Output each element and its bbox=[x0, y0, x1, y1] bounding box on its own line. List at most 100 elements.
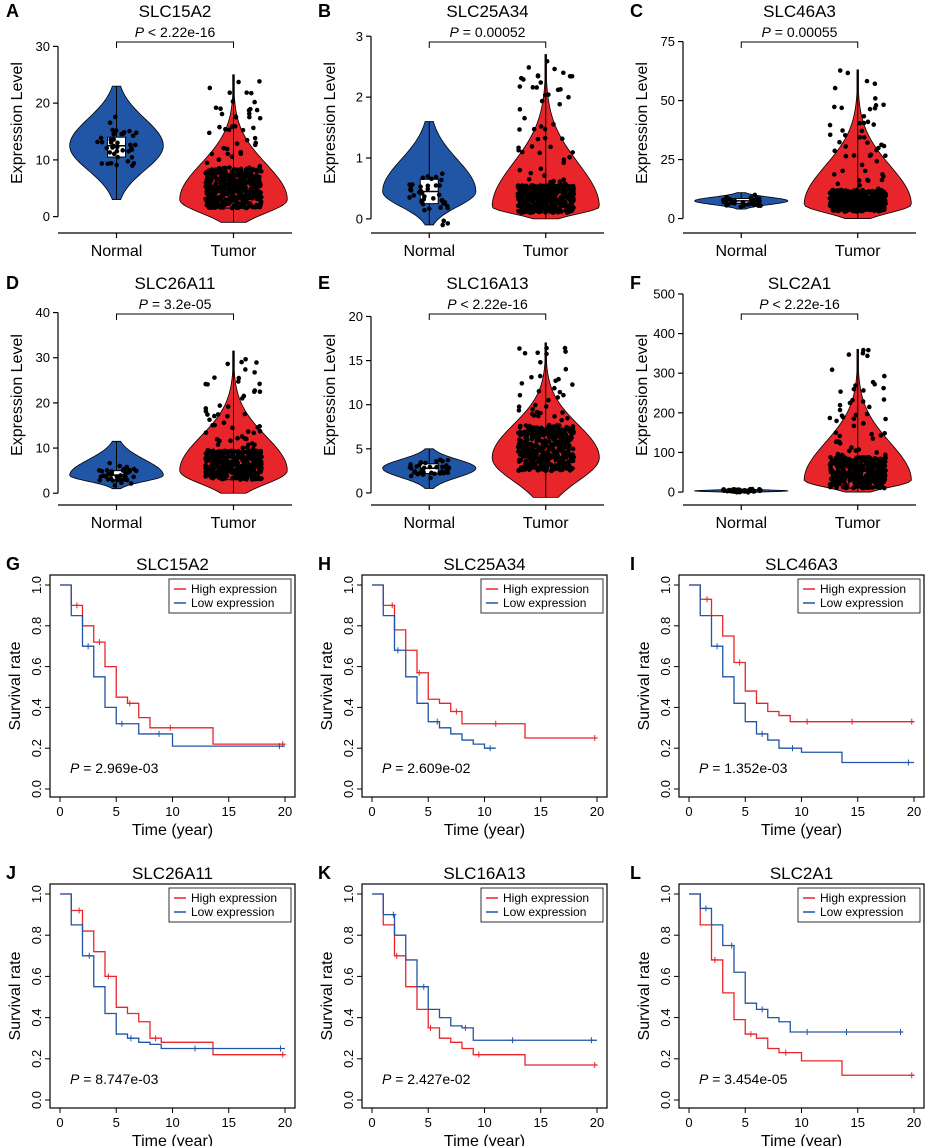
data-point bbox=[250, 462, 256, 468]
x-tick-label: Tumor bbox=[211, 243, 257, 260]
p-value-label: P = 2.969e-03 bbox=[70, 760, 159, 776]
y-tick-label: 0.0 bbox=[341, 1091, 356, 1109]
legend-label-high: High expression bbox=[820, 582, 906, 596]
data-point bbox=[246, 455, 251, 460]
data-point bbox=[533, 448, 539, 454]
data-point bbox=[436, 192, 442, 198]
data-point bbox=[558, 87, 563, 92]
data-point bbox=[544, 453, 549, 459]
data-point bbox=[570, 150, 576, 155]
data-point bbox=[203, 463, 208, 468]
data-point bbox=[556, 459, 562, 465]
data-point bbox=[846, 448, 852, 454]
data-point bbox=[534, 205, 540, 210]
data-point bbox=[555, 395, 561, 400]
data-point bbox=[239, 455, 244, 461]
x-tick-label: 15 bbox=[222, 804, 236, 819]
data-point bbox=[536, 388, 542, 394]
data-point bbox=[223, 126, 228, 132]
data-point bbox=[131, 474, 136, 480]
data-point bbox=[209, 174, 214, 179]
data-point bbox=[883, 416, 888, 422]
data-point bbox=[229, 154, 235, 159]
data-point bbox=[567, 154, 572, 160]
data-point bbox=[114, 162, 119, 168]
data-point bbox=[108, 137, 114, 142]
data-point bbox=[418, 460, 424, 465]
censor-mark bbox=[804, 1029, 811, 1036]
data-point bbox=[243, 185, 248, 190]
p-value-label: P = 2.427e-02 bbox=[382, 1071, 471, 1087]
data-point bbox=[549, 465, 555, 471]
data-point bbox=[539, 425, 544, 431]
data-point bbox=[127, 128, 132, 134]
data-point bbox=[536, 186, 542, 192]
data-point bbox=[224, 146, 230, 152]
data-point bbox=[881, 397, 887, 402]
data-point bbox=[522, 350, 528, 356]
y-tick-label: 0.4 bbox=[658, 698, 673, 716]
data-point bbox=[851, 416, 857, 421]
legend-label-high: High expression bbox=[191, 891, 277, 905]
data-point bbox=[842, 459, 848, 465]
km-curve-low bbox=[60, 893, 285, 1050]
data-point bbox=[545, 184, 551, 189]
panel-title: SLC25A34 bbox=[443, 555, 525, 574]
data-point bbox=[230, 190, 235, 196]
panel-k: K SLC16A13 0.0 0.2 0.4 0.6 0.8 1.0 Survival rate… bbox=[318, 863, 608, 1146]
data-point bbox=[561, 392, 566, 398]
data-point bbox=[258, 190, 264, 195]
legend-label-low: Low expression bbox=[820, 596, 903, 610]
data-point bbox=[568, 458, 574, 464]
y-tick-label: 1 bbox=[356, 151, 363, 166]
panel-label: G bbox=[6, 554, 20, 574]
data-point bbox=[234, 189, 240, 194]
censor-mark bbox=[591, 1061, 598, 1068]
data-point bbox=[550, 430, 555, 436]
data-point bbox=[244, 167, 249, 173]
data-point bbox=[528, 465, 534, 471]
panel-d: D SLC26A11 0 10 20 30 40 Expression Level Normal… bbox=[6, 273, 292, 532]
data-point bbox=[524, 183, 529, 189]
data-point bbox=[529, 374, 534, 380]
data-point bbox=[543, 404, 549, 409]
data-point bbox=[860, 467, 866, 473]
data-point bbox=[878, 206, 883, 212]
data-point bbox=[517, 107, 523, 112]
y-tick-label: 15 bbox=[349, 353, 363, 368]
y-tick-label: 3 bbox=[356, 29, 363, 44]
data-point bbox=[232, 124, 238, 129]
data-point bbox=[111, 151, 117, 157]
y-tick-label: 25 bbox=[661, 152, 675, 167]
y-tick-label: 1.0 bbox=[658, 885, 673, 903]
censor-mark bbox=[390, 911, 397, 918]
x-tick-label: 5 bbox=[113, 804, 120, 819]
data-point bbox=[214, 169, 219, 174]
data-point bbox=[751, 198, 757, 204]
data-point bbox=[216, 468, 221, 474]
censor-mark bbox=[277, 1045, 284, 1052]
data-point bbox=[130, 163, 135, 168]
data-point bbox=[213, 454, 218, 459]
data-point bbox=[251, 194, 257, 199]
data-point bbox=[867, 106, 873, 112]
data-point bbox=[552, 437, 558, 443]
y-tick-label: 0.8 bbox=[29, 617, 44, 635]
censor-mark bbox=[704, 596, 710, 603]
x-tick-label: 15 bbox=[534, 1115, 548, 1130]
data-point bbox=[881, 385, 886, 391]
data-point bbox=[429, 470, 434, 476]
x-tick-label: Tumor bbox=[523, 243, 569, 260]
y-axis-label: Expression Level bbox=[634, 334, 651, 456]
data-point bbox=[127, 468, 133, 474]
panel-a: A SLC15A2 0 10 20 30 Expression Level Normal Tum… bbox=[6, 1, 292, 260]
data-point bbox=[418, 469, 424, 475]
y-tick-label: 40 bbox=[36, 305, 50, 320]
data-point bbox=[207, 417, 212, 423]
data-point bbox=[242, 180, 247, 186]
data-point bbox=[112, 114, 118, 120]
data-point bbox=[408, 186, 414, 191]
data-point bbox=[439, 177, 444, 183]
data-point bbox=[107, 150, 113, 155]
data-point bbox=[246, 466, 251, 472]
